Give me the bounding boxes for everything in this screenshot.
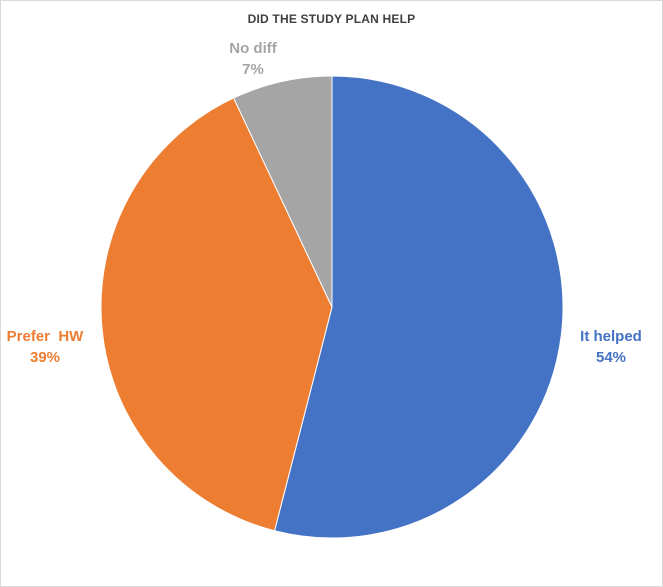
percent-label: 39%	[30, 349, 60, 366]
chart-title: DID THE STUDY PLAN HELP	[247, 12, 416, 26]
data-label-prefer-hw: Prefer HW 39%	[7, 328, 85, 366]
percent-label: 7%	[242, 61, 264, 78]
pie-slice-prefer-hw	[100, 97, 333, 532]
data-label-it-helped: It helped 54%	[580, 328, 642, 366]
pie-slice-no-diff	[232, 75, 333, 308]
category-label: It helped	[580, 328, 642, 345]
percent-label: 54%	[596, 349, 626, 366]
data-label-no-diff: No diff 7%	[229, 40, 277, 78]
category-label: Prefer HW	[7, 328, 85, 345]
pie-slice-it-helped	[273, 75, 564, 539]
category-label: No diff	[229, 40, 277, 57]
